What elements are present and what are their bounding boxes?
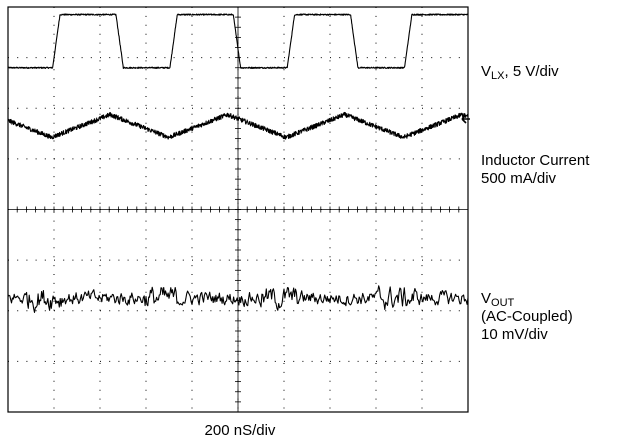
trigger-arrow-icon bbox=[461, 114, 470, 124]
vlx-trace-label: VLX, 5 V/div bbox=[481, 63, 559, 82]
vout-label-coupling: (AC-Coupled) bbox=[481, 308, 573, 325]
inductor-current-label: Inductor Current 500 mA/div bbox=[481, 152, 589, 188]
inductor-current-label-scale: 500 mA/div bbox=[481, 170, 557, 187]
vlx-label-main: V bbox=[481, 63, 492, 80]
vout-trace bbox=[7, 285, 469, 313]
vlx-label-scale: , 5 V/div bbox=[504, 63, 559, 80]
vout-label-scale: 10 mV/div bbox=[481, 326, 548, 343]
inductor-current-label-name: Inductor Current bbox=[481, 152, 590, 169]
vout-label-sub: OUT bbox=[491, 297, 515, 309]
vlx-trace bbox=[7, 13, 469, 69]
traces bbox=[7, 13, 469, 313]
il-trace bbox=[7, 111, 469, 140]
vout-trace-label: VOUT (AC-Coupled) 10 mV/div bbox=[481, 290, 573, 344]
graticule bbox=[7, 6, 469, 413]
vlx-label-sub: LX bbox=[491, 70, 505, 82]
x-axis-label: 200 nS/div bbox=[204, 422, 276, 439]
vout-label-main: V bbox=[481, 290, 492, 307]
